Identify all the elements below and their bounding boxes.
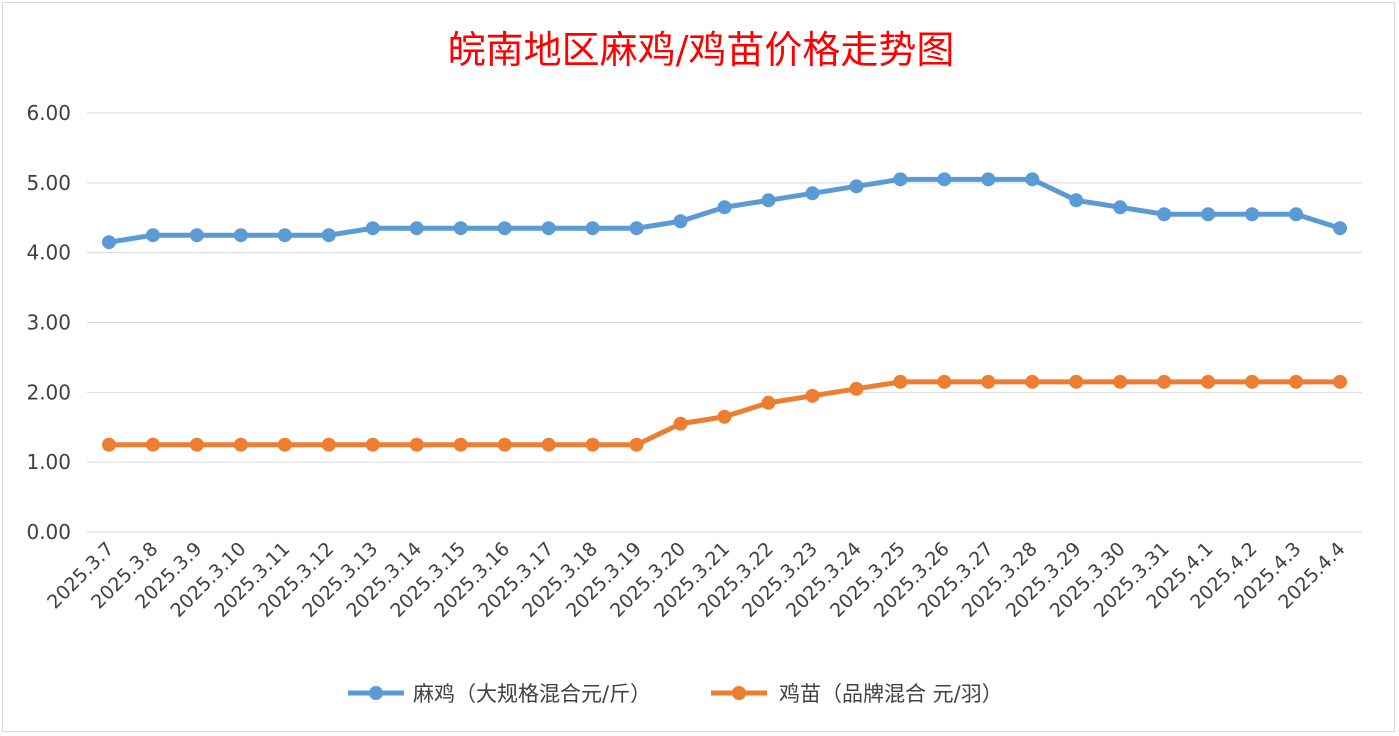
data-point: [849, 381, 864, 396]
data-point: [1201, 374, 1216, 389]
data-point: [981, 374, 996, 389]
data-point: [497, 437, 512, 452]
data-point: [1157, 207, 1172, 222]
legend-marker: [732, 686, 746, 700]
data-point: [805, 186, 820, 201]
data-point: [761, 395, 776, 410]
data-point: [1333, 221, 1348, 236]
data-point: [541, 221, 556, 236]
chart-svg: 皖南地区麻鸡/鸡苗价格走势图 0.00 1.00 2.00 3.00 4.00 5.00 6…: [26, 28, 1362, 706]
data-point: [937, 172, 952, 187]
data-point: [1069, 193, 1084, 208]
y-axis-ticks: 0.00 1.00 2.00 3.00 4.00 5.00 6.00: [26, 101, 71, 544]
data-point: [893, 172, 908, 187]
data-point: [1245, 374, 1260, 389]
data-point: [321, 437, 336, 452]
y-tick-label: 2.00: [26, 380, 71, 404]
legend: 麻鸡（大规格混合元/斤） 鸡苗（品牌混合 元/羽）: [348, 682, 1003, 706]
data-point: [1201, 207, 1216, 222]
data-point: [937, 374, 952, 389]
data-point: [277, 437, 292, 452]
y-tick-label: 0.00: [26, 520, 71, 544]
data-point: [453, 437, 468, 452]
series-1: [101, 374, 1348, 452]
data-point: [233, 437, 248, 452]
legend-marker: [369, 686, 383, 700]
data-point: [717, 409, 732, 424]
legend-label: 麻鸡（大规格混合元/斤）: [413, 682, 651, 706]
data-point: [1245, 207, 1260, 222]
series-0: [101, 172, 1348, 250]
data-point: [189, 228, 204, 243]
data-point: [409, 221, 424, 236]
data-point: [1069, 374, 1084, 389]
data-point: [1289, 207, 1304, 222]
y-tick-label: 1.00: [26, 450, 71, 474]
data-point: [541, 437, 556, 452]
legend-item: 麻鸡（大规格混合元/斤）: [348, 682, 651, 706]
data-point: [233, 228, 248, 243]
data-point: [1025, 374, 1040, 389]
data-point: [893, 374, 908, 389]
data-point: [453, 221, 468, 236]
y-tick-label: 6.00: [26, 101, 71, 125]
data-point: [1025, 172, 1040, 187]
data-point: [189, 437, 204, 452]
y-tick-label: 4.00: [26, 241, 71, 265]
data-point: [805, 388, 820, 403]
data-point: [145, 437, 160, 452]
data-point: [1333, 374, 1348, 389]
data-point: [849, 179, 864, 194]
data-point: [497, 221, 512, 236]
data-point: [365, 437, 380, 452]
data-point: [717, 200, 732, 215]
data-point: [673, 416, 688, 431]
data-point: [409, 437, 424, 452]
data-point: [1289, 374, 1304, 389]
data-point: [145, 228, 160, 243]
data-point: [585, 437, 600, 452]
grid-layer: [87, 112, 1362, 533]
legend-item: 鸡苗（品牌混合 元/羽）: [711, 682, 1003, 706]
data-point: [1157, 374, 1172, 389]
data-point: [101, 235, 116, 250]
data-point: [1113, 374, 1128, 389]
data-point: [629, 437, 644, 452]
data-point: [981, 172, 996, 187]
data-point: [673, 214, 688, 229]
data-point: [761, 193, 776, 208]
series-layer: [101, 172, 1348, 452]
chart-title: 皖南地区麻鸡/鸡苗价格走势图: [448, 28, 955, 72]
y-tick-label: 3.00: [26, 311, 71, 335]
data-point: [101, 437, 116, 452]
y-tick-label: 5.00: [26, 171, 71, 195]
data-point: [1113, 200, 1128, 215]
data-point: [321, 228, 336, 243]
data-point: [365, 221, 380, 236]
legend-label: 鸡苗（品牌混合 元/羽）: [779, 682, 1003, 706]
data-point: [277, 228, 292, 243]
x-axis-ticks: 2025.3.72025.3.82025.3.92025.3.102025.3.…: [43, 538, 1349, 622]
data-point: [629, 221, 644, 236]
data-point: [585, 221, 600, 236]
